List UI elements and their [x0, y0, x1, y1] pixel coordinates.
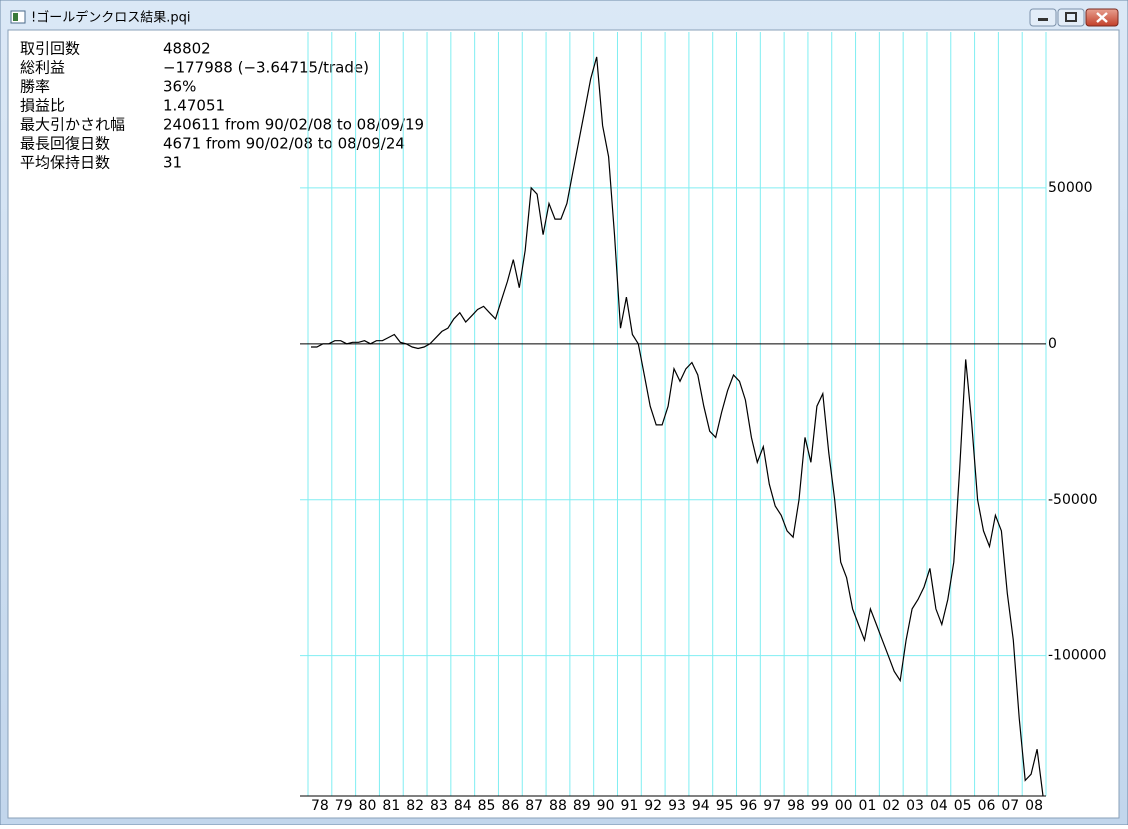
- y-tick-label: 50000: [1048, 180, 1093, 196]
- x-tick-label: 02: [882, 798, 900, 814]
- x-tick-label: 98: [787, 798, 805, 814]
- x-tick-label: 05: [954, 798, 972, 814]
- stat-label: 勝率: [20, 78, 50, 96]
- x-tick-label: 01: [859, 798, 877, 814]
- x-tick-label: 83: [430, 798, 448, 814]
- x-tick-label: 80: [359, 798, 377, 814]
- x-tick-label: 94: [692, 798, 710, 814]
- stat-label: 総利益: [20, 59, 65, 77]
- stat-value: 31: [163, 154, 182, 172]
- stat-value: 36%: [163, 78, 196, 96]
- x-tick-label: 96: [740, 798, 758, 814]
- x-tick-label: 90: [597, 798, 615, 814]
- x-tick-label: 86: [501, 798, 519, 814]
- y-tick-label: -100000: [1048, 648, 1107, 664]
- stat-label: 最長回復日数: [20, 135, 110, 153]
- y-tick-label: -50000: [1048, 492, 1098, 508]
- maximize-glyph: [1065, 12, 1077, 22]
- x-tick-label: 81: [382, 798, 400, 814]
- stat-label: 平均保持日数: [20, 154, 110, 172]
- x-tick-label: 89: [573, 798, 591, 814]
- y-tick-label: 0: [1048, 336, 1057, 352]
- stat-value: 48802: [163, 40, 211, 58]
- stat-value: 4671 from 90/02/08 to 08/09/24: [163, 135, 405, 153]
- x-tick-label: 04: [930, 798, 948, 814]
- stat-value: 1.47051: [163, 97, 225, 115]
- x-tick-label: 91: [620, 798, 638, 814]
- x-tick-label: 85: [478, 798, 496, 814]
- equity-line: [311, 56, 1044, 797]
- x-tick-label: 03: [906, 798, 924, 814]
- minimize-button[interactable]: [1029, 8, 1057, 27]
- window-icon-mark: [13, 13, 18, 21]
- stat-value: 240611 from 90/02/08 to 08/09/19: [163, 116, 424, 134]
- x-tick-label: 93: [668, 798, 686, 814]
- x-tick-label: 92: [644, 798, 662, 814]
- x-tick-label: 99: [811, 798, 829, 814]
- x-tick-label: 78: [311, 798, 329, 814]
- x-tick-label: 97: [763, 798, 781, 814]
- x-tick-label: 95: [716, 798, 734, 814]
- x-tick-label: 84: [454, 798, 472, 814]
- x-tick-label: 82: [406, 798, 424, 814]
- close-glyph: [1096, 12, 1108, 23]
- x-tick-label: 08: [1025, 798, 1043, 814]
- x-tick-label: 79: [335, 798, 353, 814]
- chart: 取引回数 48802 総利益 −177988 (−3.64715/trade) 勝率 36…: [20, 32, 1107, 814]
- x-tick-label: 88: [549, 798, 567, 814]
- x-tick-label: 00: [835, 798, 853, 814]
- maximize-button[interactable]: [1057, 8, 1085, 27]
- minimize-glyph: [1038, 18, 1048, 21]
- window-title: !ゴールデンクロス結果.pqi: [31, 10, 190, 26]
- x-tick-label: 07: [1001, 798, 1019, 814]
- stat-label: 損益比: [20, 97, 65, 115]
- client-area: [7, 29, 1120, 819]
- stat-label: 最大引かされ幅: [20, 116, 125, 134]
- stat-value: −177988 (−3.64715/trade): [163, 59, 369, 77]
- x-tick-label: 87: [525, 798, 543, 814]
- stat-label: 取引回数: [20, 40, 80, 58]
- x-tick-label: 06: [978, 798, 996, 814]
